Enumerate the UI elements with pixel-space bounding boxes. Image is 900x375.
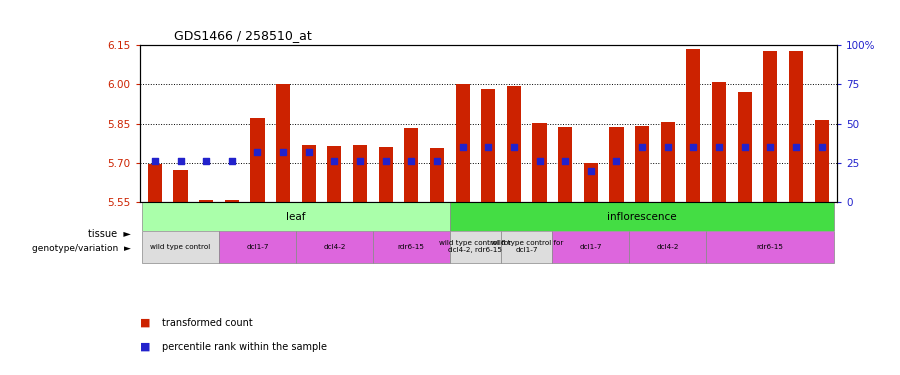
Point <box>379 159 393 165</box>
Bar <box>379 147 392 202</box>
Point <box>148 159 162 165</box>
Point <box>174 159 188 165</box>
Bar <box>276 84 290 203</box>
Bar <box>712 82 726 203</box>
Bar <box>789 51 803 202</box>
Text: dcl4-2: dcl4-2 <box>323 244 346 250</box>
Text: leaf: leaf <box>286 212 306 222</box>
Text: GDS1466 / 258510_at: GDS1466 / 258510_at <box>175 30 312 42</box>
Bar <box>482 89 495 202</box>
Point <box>558 159 572 165</box>
Bar <box>661 122 675 202</box>
Point <box>634 144 649 150</box>
Bar <box>507 86 521 202</box>
Bar <box>142 231 219 262</box>
Point <box>609 159 624 165</box>
Point <box>583 168 598 174</box>
Point <box>225 159 239 165</box>
Point <box>507 144 521 150</box>
Text: rdr6-15: rdr6-15 <box>757 244 784 250</box>
Bar <box>142 202 450 231</box>
Point <box>532 159 546 165</box>
Bar <box>296 231 373 262</box>
Point <box>250 149 265 155</box>
Bar <box>629 231 706 262</box>
Text: percentile rank within the sample: percentile rank within the sample <box>162 342 327 352</box>
Point <box>814 144 829 150</box>
Bar <box>450 202 834 231</box>
Bar <box>635 126 649 202</box>
Point <box>276 149 291 155</box>
Bar <box>584 163 598 202</box>
Bar <box>455 84 470 203</box>
Bar <box>199 200 213 202</box>
Point <box>763 144 778 150</box>
Bar <box>501 231 553 262</box>
Text: wild type control for
dcl1-7: wild type control for dcl1-7 <box>491 240 562 253</box>
Point <box>481 144 495 150</box>
Bar <box>404 128 419 202</box>
Point <box>353 159 367 165</box>
Point <box>455 144 470 150</box>
Point <box>737 144 751 150</box>
Point <box>712 144 726 150</box>
Point <box>404 159 419 165</box>
Bar <box>250 118 265 202</box>
Point <box>661 144 675 150</box>
Point <box>302 149 316 155</box>
Bar <box>174 170 187 202</box>
Point <box>788 144 803 150</box>
Text: tissue  ►: tissue ► <box>87 229 130 239</box>
Text: dcl1-7: dcl1-7 <box>580 244 602 250</box>
Bar <box>533 123 546 202</box>
Bar <box>148 164 162 202</box>
Bar <box>430 148 444 202</box>
Bar <box>225 200 238 202</box>
Bar <box>558 127 572 202</box>
Bar <box>814 120 829 202</box>
Bar <box>738 92 752 202</box>
Bar <box>706 231 834 262</box>
Bar <box>763 51 778 202</box>
Point <box>430 159 445 165</box>
Text: wild type control: wild type control <box>150 244 211 250</box>
Bar <box>328 146 341 202</box>
Bar <box>353 146 367 202</box>
Bar <box>219 231 296 262</box>
Text: rdr6-15: rdr6-15 <box>398 244 425 250</box>
Bar <box>373 231 450 262</box>
Point <box>199 159 213 165</box>
Bar <box>553 231 629 262</box>
Text: genotype/variation  ►: genotype/variation ► <box>32 244 130 253</box>
Text: wild type control for
dcl4-2, rdr6-15: wild type control for dcl4-2, rdr6-15 <box>439 240 511 253</box>
Text: inflorescence: inflorescence <box>608 212 677 222</box>
Text: transformed count: transformed count <box>162 318 253 327</box>
Bar <box>609 127 624 202</box>
Bar <box>302 145 316 202</box>
Point <box>686 144 700 150</box>
Text: ■: ■ <box>140 342 154 352</box>
Text: dcl1-7: dcl1-7 <box>247 244 269 250</box>
Point <box>328 159 342 165</box>
Text: dcl4-2: dcl4-2 <box>656 244 679 250</box>
Text: ■: ■ <box>140 318 154 327</box>
Bar <box>687 49 700 202</box>
Bar <box>450 231 501 262</box>
